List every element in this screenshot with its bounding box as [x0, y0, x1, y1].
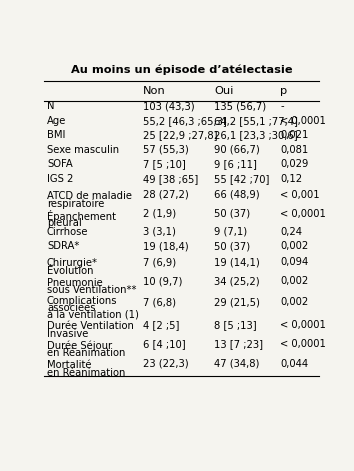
- Text: 90 (66,7): 90 (66,7): [215, 145, 260, 155]
- Text: Durée Séjour: Durée Séjour: [47, 341, 112, 351]
- Text: < 0,0001: < 0,0001: [280, 340, 326, 349]
- Text: 23 (22,3): 23 (22,3): [143, 358, 189, 369]
- Text: Durée Ventilation: Durée Ventilation: [47, 321, 134, 332]
- Text: 9 (7,1): 9 (7,1): [215, 227, 247, 237]
- Text: 64,2 [55,1 ;77,4]: 64,2 [55,1 ;77,4]: [215, 116, 298, 126]
- Text: 7 (6,8): 7 (6,8): [143, 297, 176, 307]
- Text: Pneumonie: Pneumonie: [47, 277, 103, 288]
- Text: 28 (27,2): 28 (27,2): [143, 190, 189, 200]
- Text: 0,002: 0,002: [280, 241, 308, 251]
- Text: Oui: Oui: [215, 86, 234, 96]
- Text: 7 [5 ;10]: 7 [5 ;10]: [143, 159, 186, 169]
- Text: 6 [4 ;10]: 6 [4 ;10]: [143, 340, 185, 349]
- Text: 2 (1,9): 2 (1,9): [143, 209, 176, 219]
- Text: Complications: Complications: [47, 296, 118, 306]
- Text: 3 (3,1): 3 (3,1): [143, 227, 176, 237]
- Text: 19 (18,4): 19 (18,4): [143, 241, 189, 251]
- Text: 55 [42 ;70]: 55 [42 ;70]: [215, 174, 270, 184]
- Text: 55,2 [46,3 ;65,3]: 55,2 [46,3 ;65,3]: [143, 116, 227, 126]
- Text: 25 [22,9 ;27,8]: 25 [22,9 ;27,8]: [143, 130, 217, 140]
- Text: 0,24: 0,24: [280, 227, 302, 237]
- Text: < 0,0001: < 0,0001: [280, 320, 326, 330]
- Text: 57 (55,3): 57 (55,3): [143, 145, 189, 155]
- Text: 26,1 [23,3 ;30,6]: 26,1 [23,3 ;30,6]: [215, 130, 298, 140]
- Text: IGS 2: IGS 2: [47, 174, 73, 184]
- Text: 9 [6 ;11]: 9 [6 ;11]: [215, 159, 257, 169]
- Text: 0,044: 0,044: [280, 358, 308, 369]
- Text: p: p: [280, 86, 287, 96]
- Text: 29 (21,5): 29 (21,5): [215, 297, 260, 307]
- Text: Chirurgie*: Chirurgie*: [47, 259, 98, 268]
- Text: pleural: pleural: [47, 218, 82, 227]
- Text: 47 (34,8): 47 (34,8): [215, 358, 260, 369]
- Text: < 0,0001: < 0,0001: [280, 116, 326, 126]
- Text: 0,029: 0,029: [280, 159, 309, 169]
- Text: 19 (14,1): 19 (14,1): [215, 257, 260, 267]
- Text: associées: associées: [47, 303, 96, 313]
- Text: 66 (48,9): 66 (48,9): [215, 190, 260, 200]
- Text: Invasive: Invasive: [47, 329, 88, 339]
- Text: en Réanimation: en Réanimation: [47, 367, 125, 378]
- Text: Sexe masculin: Sexe masculin: [47, 145, 119, 155]
- Text: Non: Non: [143, 86, 166, 96]
- Text: Mortalité: Mortalité: [47, 360, 91, 370]
- Text: Age: Age: [47, 116, 66, 126]
- Text: 0,094: 0,094: [280, 257, 308, 267]
- Text: 0,002: 0,002: [280, 297, 308, 307]
- Text: 4 [2 ;5]: 4 [2 ;5]: [143, 320, 179, 330]
- Text: ATCD de maladie: ATCD de maladie: [47, 191, 132, 201]
- Text: 103 (43,3): 103 (43,3): [143, 101, 195, 111]
- Text: N: N: [47, 101, 55, 111]
- Text: 50 (37): 50 (37): [215, 241, 251, 251]
- Text: 0,081: 0,081: [280, 145, 308, 155]
- Text: 135 (56,7): 135 (56,7): [215, 101, 267, 111]
- Text: < 0,001: < 0,001: [280, 190, 320, 200]
- Text: 34 (25,2): 34 (25,2): [215, 276, 260, 286]
- Text: à la ventilation (1): à la ventilation (1): [47, 311, 139, 321]
- Text: sous Ventilation**: sous Ventilation**: [47, 285, 137, 295]
- Text: 7 (6,9): 7 (6,9): [143, 257, 176, 267]
- Text: 0,002: 0,002: [280, 276, 308, 286]
- Text: 0,12: 0,12: [280, 174, 302, 184]
- Text: SDRA*: SDRA*: [47, 241, 79, 251]
- Text: Évolution: Évolution: [47, 266, 93, 276]
- Text: 0,021: 0,021: [280, 130, 309, 140]
- Text: 49 [38 ;65]: 49 [38 ;65]: [143, 174, 198, 184]
- Text: 10 (9,7): 10 (9,7): [143, 276, 182, 286]
- Text: SOFA: SOFA: [47, 159, 73, 169]
- Text: respiratoire: respiratoire: [47, 198, 104, 209]
- Text: -: -: [280, 101, 284, 111]
- Text: 8 [5 ;13]: 8 [5 ;13]: [215, 320, 257, 330]
- Text: 50 (37): 50 (37): [215, 209, 251, 219]
- Text: Au moins un épisode d’atélectasie: Au moins un épisode d’atélectasie: [70, 65, 292, 75]
- Text: BMI: BMI: [47, 130, 65, 140]
- Text: Épanchement: Épanchement: [47, 210, 116, 222]
- Text: en Réanimation: en Réanimation: [47, 348, 125, 358]
- Text: < 0,0001: < 0,0001: [280, 209, 326, 219]
- Text: Cirrhose: Cirrhose: [47, 227, 88, 237]
- Text: 13 [7 ;23]: 13 [7 ;23]: [215, 340, 263, 349]
